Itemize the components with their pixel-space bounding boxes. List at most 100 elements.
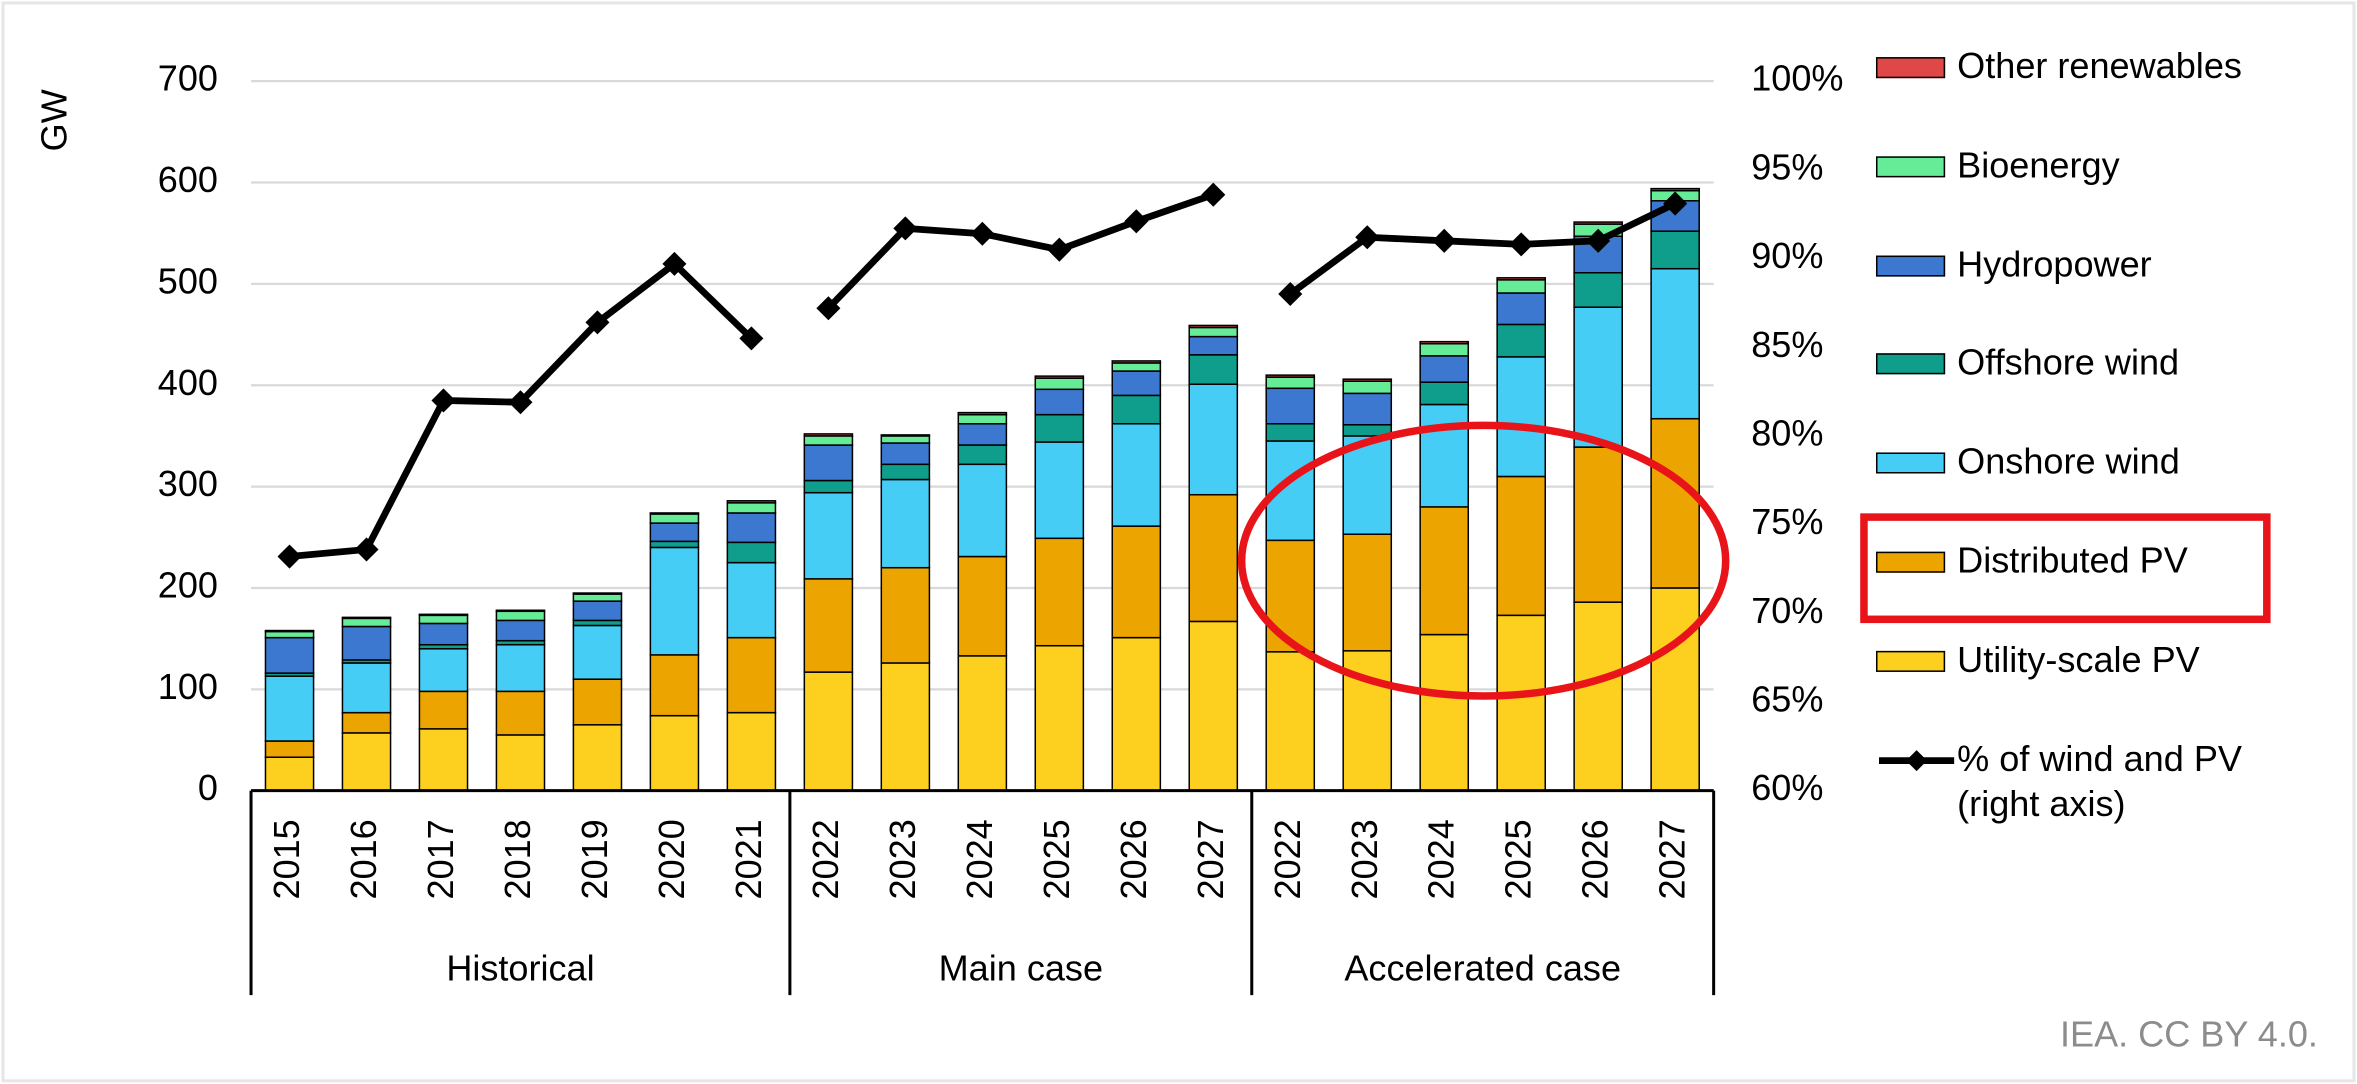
line-marker	[431, 388, 456, 413]
bar-segment	[1265, 387, 1316, 425]
legend-entry: % of wind and PV (right axis)	[1876, 737, 2280, 827]
legend-swatch	[1875, 650, 1946, 672]
bar-segment	[1650, 587, 1700, 792]
bar-segment	[649, 513, 700, 524]
bar-segment	[1265, 376, 1316, 390]
bar-segment	[572, 724, 623, 792]
bar-segment	[880, 478, 931, 569]
legend-label: Bioenergy	[1957, 145, 2120, 187]
bar-segment	[495, 619, 546, 642]
bar-segment	[572, 593, 623, 602]
line-series	[825, 191, 1215, 311]
bar-segment	[957, 463, 1008, 558]
line-marker	[893, 216, 918, 241]
bar-segment	[649, 512, 700, 515]
bar-segment	[341, 732, 392, 792]
x-tick-label: 2015	[266, 819, 307, 899]
bar-segment	[1034, 441, 1085, 540]
x-tick-label: 2027	[1652, 819, 1693, 899]
bar-segment	[880, 434, 931, 437]
legend-label: Offshore wind	[1957, 343, 2180, 384]
bar-segment	[803, 444, 854, 482]
bar-segment	[1111, 636, 1162, 792]
legend-label: % of wind and PV (right axis)	[1957, 738, 2242, 825]
line-marker	[739, 326, 764, 351]
legend-entry: Onshore wind	[1875, 441, 2303, 486]
y2-tick-label: 95%	[1751, 146, 1823, 187]
legend-swatch	[1875, 156, 1946, 178]
bar-segment	[1650, 417, 1700, 589]
x-tick-label: 2025	[1498, 819, 1539, 899]
bar-segment	[1496, 475, 1547, 617]
bar-segment	[880, 662, 931, 792]
x-tick-label: 2026	[1575, 819, 1616, 899]
bar-segment	[572, 619, 623, 627]
y-tick-label: 700	[158, 58, 218, 99]
y-tick-label: 200	[158, 564, 218, 605]
line-marker	[1355, 225, 1380, 250]
legend-swatch	[1875, 551, 1946, 573]
bar-segment	[649, 546, 700, 656]
bar-segment	[495, 643, 546, 693]
x-tick-label: 2026	[1113, 819, 1154, 899]
line-marker	[277, 544, 302, 569]
line-marker	[1201, 182, 1226, 207]
bar-segment	[1496, 356, 1547, 478]
bar-segment	[264, 629, 315, 633]
bar-segment	[649, 522, 700, 543]
bar-segment	[341, 617, 392, 628]
legend-entry: Bioenergy	[1875, 144, 2303, 189]
bar-segment	[1188, 354, 1239, 385]
y2-tick-label: 65%	[1751, 679, 1823, 720]
bar-segment	[1034, 644, 1085, 792]
bar-segment	[1188, 335, 1239, 356]
bar-segment	[1111, 360, 1162, 364]
line-marker	[1509, 232, 1534, 257]
bar-segment	[341, 711, 392, 734]
bar-segment	[1573, 306, 1623, 448]
bar-segment	[803, 479, 854, 494]
bar-segment	[726, 502, 777, 514]
x-tick-label: 2022	[805, 819, 846, 899]
bar-segment	[803, 578, 854, 673]
bar-segment	[803, 671, 854, 792]
x-tick-label: 2022	[1267, 819, 1308, 899]
bar-segment	[264, 740, 315, 758]
legend-label: Utility-scale PV	[1957, 640, 2200, 681]
x-tick-label: 2020	[651, 819, 692, 899]
bar-segment	[264, 636, 315, 674]
bar-segment	[1188, 383, 1239, 496]
bar-segment	[803, 435, 854, 446]
y-tick-label: 0	[198, 767, 218, 808]
bar-segment	[1111, 370, 1162, 397]
y-tick-label: 300	[158, 463, 218, 504]
bar-segment	[1034, 388, 1085, 416]
bar-segment	[1342, 650, 1393, 792]
bar-segment	[1111, 362, 1162, 372]
x-tick-label: 2021	[728, 819, 769, 899]
group-label: Main case	[939, 948, 1103, 989]
legend-label: Hydropower	[1957, 244, 2152, 285]
legend-swatch	[1875, 254, 1946, 276]
x-tick-label: 2017	[420, 819, 461, 899]
y-tick-label: 400	[158, 362, 218, 403]
legend-entry: Utility-scale PV	[1875, 639, 2303, 684]
legend-label: Distributed PV	[1957, 541, 2188, 582]
bar-segment	[1573, 271, 1623, 308]
bar-segment	[341, 625, 392, 661]
bar-segment	[264, 675, 315, 742]
bar-segment	[1188, 493, 1239, 623]
bar-segment	[803, 491, 854, 580]
bar-segment	[1034, 413, 1085, 443]
bar-segment	[1496, 614, 1547, 792]
bar-segment	[1342, 533, 1393, 652]
y2-tick-label: 80%	[1751, 412, 1823, 453]
bar-segment	[803, 433, 854, 437]
bar-segment	[649, 540, 700, 549]
bar-segment	[1265, 651, 1316, 792]
bar-segment	[1496, 279, 1547, 294]
bar-segment	[1265, 423, 1316, 442]
legend-entry: Hydropower	[1875, 243, 2303, 288]
bar-segment	[1650, 267, 1700, 420]
